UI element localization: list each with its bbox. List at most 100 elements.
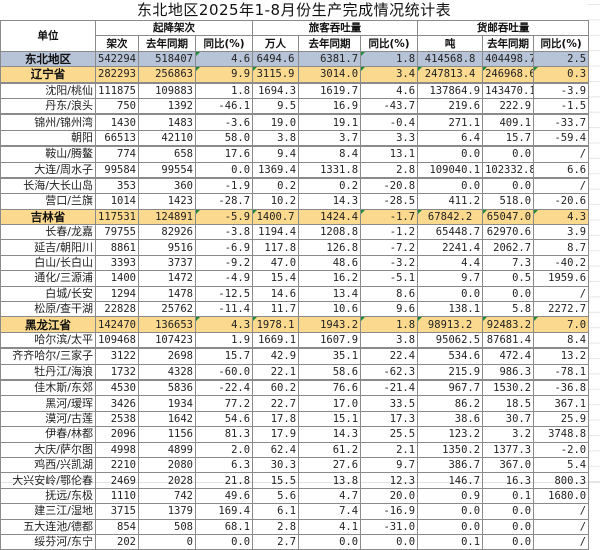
passengers-yoy-cell[interactable]: -43.7 bbox=[360, 97, 419, 115]
flights-cell[interactable]: 353 bbox=[95, 176, 139, 195]
cargo-yoy-cell[interactable]: 7.0 bbox=[533, 316, 590, 333]
cargo-yoy-cell[interactable]: -20.6 bbox=[533, 193, 590, 210]
cargo-yoy-cell[interactable]: 1680.0 bbox=[533, 487, 590, 505]
flights-yoy-cell[interactable]: -12.5 bbox=[194, 285, 254, 303]
unit-cell[interactable]: 黑龙江省 bbox=[0, 316, 96, 333]
passengers-last-year-cell[interactable]: 19.1 bbox=[298, 113, 362, 131]
cargo-last-year-cell[interactable]: 0.0 bbox=[482, 285, 535, 303]
flights-cell[interactable]: 1014 bbox=[95, 193, 139, 210]
cargo-last-year-cell[interactable]: 1530.2 bbox=[482, 378, 535, 397]
passengers-last-year-cell[interactable]: 3014.0 bbox=[298, 66, 362, 84]
cargo-last-year-cell[interactable]: 246968.6 bbox=[482, 66, 535, 84]
flights-yoy-cell[interactable]: 58.0 bbox=[194, 129, 254, 147]
flights-cell[interactable]: 1400 bbox=[95, 270, 139, 287]
flights-last-year-cell[interactable]: 1156 bbox=[138, 426, 196, 443]
flights-last-year-cell[interactable]: 124891 bbox=[138, 208, 196, 226]
flights-last-year-cell[interactable]: 742 bbox=[138, 487, 196, 505]
cargo-last-year-cell[interactable]: 404498.7 bbox=[482, 50, 535, 68]
passengers-last-year-cell[interactable]: 126.8 bbox=[298, 239, 362, 256]
flights-yoy-cell[interactable]: -5.9 bbox=[194, 208, 254, 226]
flights-last-year-cell[interactable]: 1423 bbox=[138, 193, 196, 210]
flights-cell[interactable]: 2538 bbox=[95, 410, 139, 428]
passengers-cell[interactable]: 1369.4 bbox=[252, 161, 300, 179]
cargo-cell[interactable]: 0.0 bbox=[417, 145, 484, 163]
passengers-last-year-cell[interactable]: 15.1 bbox=[298, 410, 362, 428]
flights-last-year-cell[interactable]: 107423 bbox=[138, 331, 196, 349]
passengers-yoy-cell[interactable]: -31.0 bbox=[360, 518, 419, 535]
flights-yoy-cell[interactable]: -11.4 bbox=[194, 301, 254, 318]
flights-yoy-cell[interactable]: -1.9 bbox=[194, 176, 254, 195]
flights-cell[interactable]: 117531 bbox=[95, 208, 139, 226]
passengers-last-year-cell[interactable]: 13.8 bbox=[298, 472, 362, 489]
passengers-yoy-cell[interactable]: -7.2 bbox=[360, 239, 419, 256]
flights-yoy-cell[interactable]: 17.6 bbox=[194, 145, 254, 163]
cargo-last-year-cell[interactable]: 986.3 bbox=[482, 363, 535, 381]
cargo-last-year-cell[interactable]: 92483.2 bbox=[482, 316, 535, 333]
flights-cell[interactable]: 202 bbox=[95, 533, 139, 550]
passengers-last-year-cell[interactable]: 1331.8 bbox=[298, 161, 362, 179]
flights-cell[interactable]: 1110 bbox=[95, 487, 139, 505]
passengers-cell[interactable]: 9.4 bbox=[252, 145, 300, 163]
flights-last-year-cell[interactable]: 99554 bbox=[138, 161, 196, 179]
unit-cell[interactable]: 松原/查干湖 bbox=[0, 301, 96, 318]
cargo-last-year-cell[interactable]: 367.0 bbox=[482, 456, 535, 474]
flights-yoy-cell[interactable]: 54.6 bbox=[194, 410, 254, 428]
passengers-cell[interactable]: 11.7 bbox=[252, 301, 300, 318]
unit-cell[interactable]: 五大连池/德都 bbox=[0, 518, 96, 535]
flights-last-year-cell[interactable]: 1934 bbox=[138, 395, 196, 412]
unit-cell[interactable]: 齐齐哈尔/三家子 bbox=[0, 347, 96, 365]
passengers-last-year-cell[interactable]: 4.7 bbox=[298, 487, 362, 505]
passengers-last-year-cell[interactable]: 6381.7 bbox=[298, 50, 362, 68]
passengers-cell[interactable]: 2.7 bbox=[252, 533, 300, 550]
unit-cell[interactable]: 白城/长安 bbox=[0, 285, 96, 303]
unit-cell[interactable]: 辽宁省 bbox=[0, 66, 96, 84]
flights-yoy-cell[interactable]: 77.2 bbox=[194, 395, 254, 412]
passengers-yoy-cell[interactable]: 22.4 bbox=[360, 347, 419, 365]
flights-cell[interactable]: 2096 bbox=[95, 426, 139, 443]
passengers-cell[interactable]: 1194.4 bbox=[252, 224, 300, 241]
cargo-last-year-cell[interactable]: 0.1 bbox=[482, 487, 535, 505]
cargo-last-year-cell[interactable]: 5.8 bbox=[482, 301, 535, 318]
flights-yoy-cell[interactable]: -28.7 bbox=[194, 193, 254, 210]
cargo-cell[interactable]: 86.2 bbox=[417, 395, 484, 412]
flights-last-year-cell[interactable]: 518407 bbox=[138, 50, 196, 68]
cargo-cell[interactable]: 0.9 bbox=[417, 487, 484, 505]
flights-last-year-cell[interactable]: 9516 bbox=[138, 239, 196, 256]
cargo-cell[interactable]: 247813.4 bbox=[417, 66, 484, 84]
flights-last-year-cell[interactable]: 4899 bbox=[138, 441, 196, 458]
passengers-cell[interactable]: 17.8 bbox=[252, 410, 300, 428]
passengers-cell[interactable]: 3.8 bbox=[252, 129, 300, 147]
passengers-cell[interactable]: 10.2 bbox=[252, 193, 300, 210]
unit-cell[interactable]: 绥芬河/东宁 bbox=[0, 533, 96, 550]
cargo-yoy-cell[interactable]: 25.9 bbox=[533, 410, 590, 428]
flights-cell[interactable]: 22828 bbox=[95, 301, 139, 318]
unit-cell[interactable]: 建三江/湿地 bbox=[0, 503, 96, 520]
flights-cell[interactable]: 2210 bbox=[95, 456, 139, 474]
cargo-last-year-cell[interactable]: 472.4 bbox=[482, 347, 535, 365]
flights-cell[interactable]: 99584 bbox=[95, 161, 139, 179]
unit-cell[interactable]: 鸡西/兴凯湖 bbox=[0, 456, 96, 474]
cargo-last-year-cell[interactable]: 0.0 bbox=[482, 503, 535, 520]
passengers-last-year-cell[interactable]: 14.3 bbox=[298, 426, 362, 443]
passengers-yoy-cell[interactable]: -1.2 bbox=[360, 224, 419, 241]
passengers-last-year-cell[interactable]: 14.3 bbox=[298, 193, 362, 210]
cargo-cell[interactable]: 219.6 bbox=[417, 97, 484, 115]
unit-cell[interactable]: 哈尔滨/太平 bbox=[0, 331, 96, 349]
passengers-yoy-cell[interactable]: -62.3 bbox=[360, 363, 419, 381]
unit-cell[interactable]: 漠河/古莲 bbox=[0, 410, 96, 428]
flights-yoy-cell[interactable]: 0.0 bbox=[194, 161, 254, 179]
cargo-last-year-cell[interactable]: 0.0 bbox=[482, 145, 535, 163]
passengers-yoy-cell[interactable]: 25.5 bbox=[360, 426, 419, 443]
flights-cell[interactable]: 142470 bbox=[95, 316, 139, 333]
passengers-cell[interactable]: 5.6 bbox=[252, 487, 300, 505]
flights-yoy-cell[interactable]: 2.0 bbox=[194, 441, 254, 458]
flights-yoy-cell[interactable]: -22.4 bbox=[194, 378, 254, 397]
passengers-cell[interactable]: 1978.1 bbox=[252, 316, 300, 333]
passengers-cell[interactable]: 15.4 bbox=[252, 270, 300, 287]
flights-cell[interactable]: 3122 bbox=[95, 347, 139, 365]
passengers-last-year-cell[interactable]: 3.7 bbox=[298, 129, 362, 147]
cargo-yoy-cell[interactable]: -3.9 bbox=[533, 81, 590, 99]
cargo-last-year-cell[interactable]: 87681.4 bbox=[482, 331, 535, 349]
unit-cell[interactable]: 黑河/瑷珲 bbox=[0, 395, 96, 412]
flights-cell[interactable]: 4530 bbox=[95, 378, 139, 397]
